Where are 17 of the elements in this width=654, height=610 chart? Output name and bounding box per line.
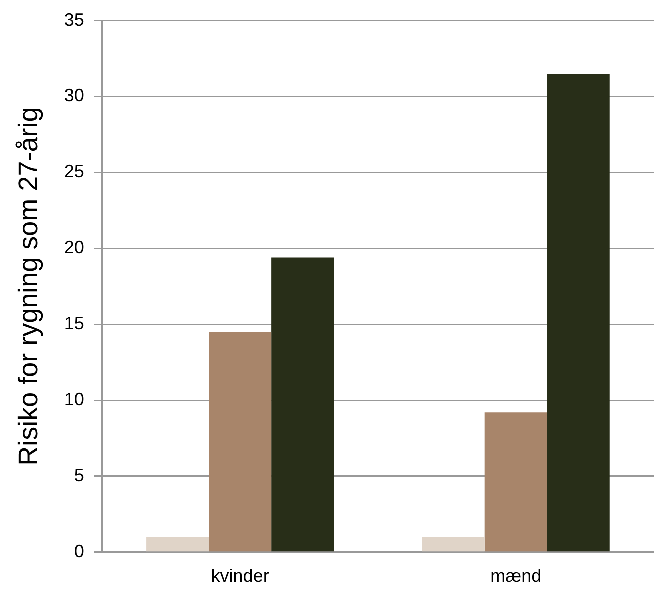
y-tick-label: 10 [64,389,84,410]
bar [547,74,610,552]
y-tick-label: 0 [74,541,84,562]
bar [272,258,334,552]
y-tick-label: 30 [64,86,84,106]
y-axis-title: Risiko for rygning som 27-årig [14,107,44,466]
bar [209,332,272,552]
x-tick-label: mænd [490,566,542,586]
bar [484,412,548,552]
y-tick-label: 20 [64,238,84,258]
y-tick-label: 5 [74,465,84,486]
x-tick-label: kvinder [211,566,270,586]
y-tick-label: 35 [64,10,84,30]
bar [422,537,485,552]
y-tick-label: 15 [64,314,84,334]
bar [146,537,210,552]
y-tick-label: 25 [64,162,84,182]
